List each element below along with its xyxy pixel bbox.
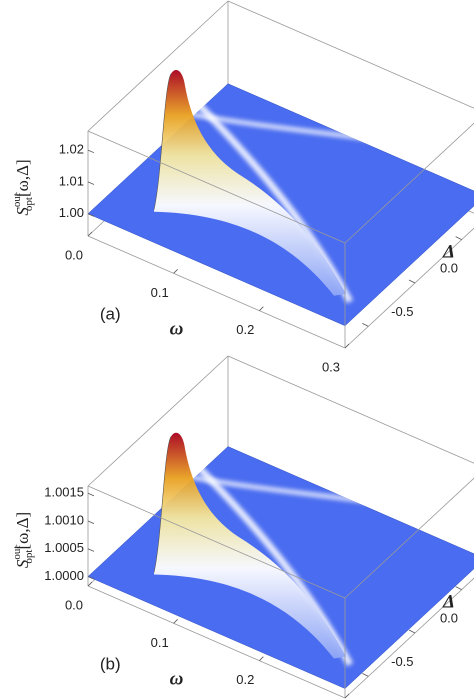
x-tick [87,231,93,237]
fin [154,69,346,296]
y-tick [455,586,462,591]
z-axis-label: Soutopt[ω,Δ] [11,512,35,568]
y-tick [408,279,416,284]
y-tick-label: -0.5 [391,304,413,319]
box-edge [87,585,346,699]
z-tick-label: 1.0005 [44,540,84,555]
box-edge [87,235,346,349]
y-axis-label: Δ [442,241,455,262]
y-tick [408,629,416,634]
panel: 1.0000 1.0005 1.0010 1.0015 0.0 0.1 0.2 0.3 -0.5… [11,355,474,699]
y-tick-label: 0.0 [440,610,458,625]
x-axis-label: ω [170,668,184,689]
z-label-symbol: S [13,559,32,568]
z-tick-label: 1.02 [59,142,84,157]
box-edge [87,485,346,599]
z-tick [87,576,95,580]
z-label-sup: out [11,193,23,207]
panel-label: (a) [100,304,121,323]
ridge [187,111,474,156]
y-tick-label: -0.5 [391,654,413,669]
z-tick-label: 1.0000 [44,568,84,583]
box-edge [227,0,474,109]
x-tick [259,656,264,661]
x-tick-label: 0.2 [236,672,254,687]
x-tick-label: 0.1 [151,285,169,300]
x-tick [87,581,93,587]
z-tick [87,181,95,185]
z-label-sup: out [11,546,23,560]
panel-label: (b) [100,654,121,673]
z-tick [87,520,95,524]
x-tick [344,343,350,349]
box-edge [87,130,346,244]
x-tick-label: 0.3 [322,359,340,374]
ridge [187,474,474,519]
z-tick-label: 1.0010 [44,512,84,527]
x-axis-label: ω [170,318,184,339]
y-tick [455,236,462,241]
y-tick-label: 0.0 [440,260,458,275]
z-tick-label: 1.0015 [44,485,84,500]
fin [154,432,346,659]
y-tick [362,322,369,327]
x-tick [259,306,264,311]
z-tick-label: 1.01 [59,173,84,188]
z-label-symbol: S [13,207,32,216]
surface-plane [87,83,474,327]
x-tick-label: 0.2 [236,322,254,337]
z-tick [87,548,95,552]
fin-edge [153,73,172,210]
y-tick [362,672,369,677]
y-axis-label: Δ [442,591,455,612]
box-edge [227,355,474,464]
z-tick [87,213,95,217]
z-label-sub: opt [23,197,35,211]
z-tick-label: 1.00 [59,205,84,220]
surface-peak [153,69,474,304]
x-tick [344,693,350,699]
x-tick-label: 0.1 [151,635,169,650]
surface-peak [153,432,474,667]
x-tick-label: 0.0 [65,597,83,612]
z-axis-label: Soutopt[ω,Δ] [11,159,35,215]
x-tick-label: 0.0 [65,247,83,262]
box-edge [344,477,474,599]
z-label-args: [ω,Δ] [13,159,32,197]
panel: 1.001.011.020.00.10.20.3-0.50.00.5ωΔSout… [11,0,474,374]
box-edge [344,122,474,244]
z-label-args: [ω,Δ] [13,512,32,550]
fin-edge [153,436,172,573]
z-tick [87,492,95,497]
box-edge [87,355,229,487]
box-edge [87,0,229,132]
z-tick [87,149,95,154]
surface-plane [87,446,474,689]
z-label-sub: opt [23,550,35,564]
x-tick [173,619,178,624]
x-tick [173,269,178,274]
